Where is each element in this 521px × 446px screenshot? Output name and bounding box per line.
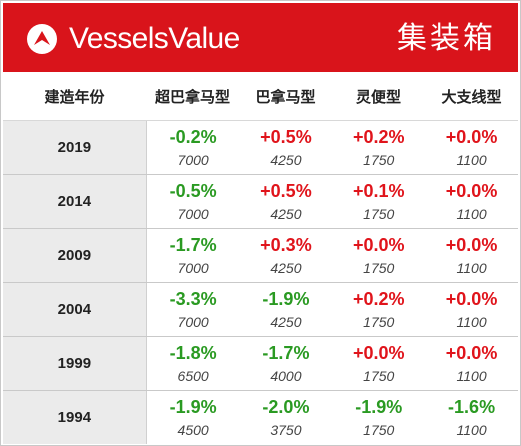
change-percent: -1.7% — [169, 235, 217, 255]
value-amount: 4250 — [270, 206, 302, 222]
value-cell: -1.9% 1750 — [332, 391, 425, 444]
change-percent: +0.3% — [260, 235, 312, 255]
row-build-year: 2014 — [3, 175, 147, 228]
row-build-year: 2019 — [3, 121, 147, 174]
value-amount: 4000 — [270, 368, 302, 384]
change-percent: +0.1% — [352, 181, 405, 201]
change-percent: -1.7% — [262, 343, 310, 363]
header-banner: VesselsValue 集装箱 — [3, 3, 518, 72]
value-amount: 7000 — [177, 314, 209, 330]
value-cell: -1.9% 4250 — [240, 283, 333, 336]
value-cell: +0.2% 1750 — [332, 283, 425, 336]
change-percent: +0.0% — [445, 127, 498, 147]
change-percent: +0.0% — [352, 343, 405, 363]
value-cell: +0.2% 1750 — [332, 121, 425, 174]
change-percent: +0.0% — [445, 343, 498, 363]
value-cell: +0.5% 4250 — [240, 175, 333, 228]
change-percent: -1.9% — [262, 289, 310, 309]
column-header-post-panamax: 超巴拿马型 — [154, 87, 230, 106]
row-build-year: 1999 — [3, 337, 147, 390]
value-amount: 6500 — [177, 368, 209, 384]
value-cell: -3.3% 7000 — [147, 283, 240, 336]
column-header-build-year: 建造年份 — [44, 87, 105, 106]
valuation-table: 建造年份 超巴拿马型 巴拿马型 灵便型 大支线型 2019 -0.2% 7000 +0… — [3, 72, 518, 444]
value-amount: 1100 — [456, 368, 487, 384]
value-cell: +0.1% 1750 — [332, 175, 425, 228]
table-row: 2014 -0.5% 7000 +0.5% 4250 +0.1% 1750 +0.0% 1100 — [3, 175, 518, 229]
row-build-year: 1994 — [3, 391, 147, 444]
value-cell: -1.7% 4000 — [240, 337, 333, 390]
row-build-year: 2009 — [3, 229, 147, 282]
change-percent: -1.6% — [448, 397, 496, 417]
change-percent: -0.2% — [169, 127, 217, 147]
value-amount: 4500 — [177, 422, 209, 438]
value-amount: 4250 — [270, 314, 302, 330]
value-amount: 1750 — [363, 368, 395, 384]
table-row: 2004 -3.3% 7000 -1.9% 4250 +0.2% 1750 +0.0% 1100 — [3, 283, 518, 337]
table-body: 2019 -0.2% 7000 +0.5% 4250 +0.2% 1750 +0.0% 1100… — [3, 121, 518, 444]
value-cell: -0.5% 7000 — [147, 175, 240, 228]
value-cell: +0.0% 1100 — [425, 121, 518, 174]
change-percent: +0.2% — [352, 127, 405, 147]
column-header-handy: 灵便型 — [355, 87, 401, 106]
change-percent: -0.5% — [169, 181, 217, 201]
change-percent: +0.0% — [445, 289, 498, 309]
vesselsvalue-logo-icon — [27, 24, 57, 54]
column-header-panamax: 巴拿马型 — [255, 87, 316, 106]
change-percent: -3.3% — [169, 289, 217, 309]
change-percent: -1.9% — [355, 397, 403, 417]
table-row: 2019 -0.2% 7000 +0.5% 4250 +0.2% 1750 +0.0% 1100 — [3, 121, 518, 175]
column-header-feedermax: 大支线型 — [441, 87, 502, 106]
value-amount: 7000 — [177, 152, 209, 168]
value-amount: 1100 — [456, 314, 487, 330]
value-cell: +0.0% 1100 — [425, 229, 518, 282]
value-cell: -1.9% 4500 — [147, 391, 240, 444]
value-cell: -1.8% 6500 — [147, 337, 240, 390]
value-amount: 3750 — [270, 422, 302, 438]
value-amount: 1750 — [363, 314, 395, 330]
change-percent: +0.0% — [352, 235, 405, 255]
value-amount: 1100 — [456, 260, 487, 276]
change-percent: -1.9% — [169, 397, 217, 417]
value-amount: 7000 — [177, 206, 209, 222]
change-percent: -1.8% — [169, 343, 217, 363]
table-header: 建造年份 超巴拿马型 巴拿马型 灵便型 大支线型 — [3, 72, 518, 121]
brand-name: VesselsValue — [69, 22, 240, 55]
value-cell: +0.0% 1100 — [425, 283, 518, 336]
value-amount: 1100 — [456, 422, 487, 438]
table-row: 1999 -1.8% 6500 -1.7% 4000 +0.0% 1750 +0.0% 1100 — [3, 337, 518, 391]
row-build-year: 2004 — [3, 283, 147, 336]
value-cell: +0.3% 4250 — [240, 229, 333, 282]
table-row: 1994 -1.9% 4500 -2.0% 3750 -1.9% 1750 -1.6% 1100 — [3, 391, 518, 444]
value-cell: +0.0% 1100 — [425, 337, 518, 390]
value-cell: -1.7% 7000 — [147, 229, 240, 282]
value-cell: +0.5% 4250 — [240, 121, 333, 174]
segment-title: 集装箱 — [397, 21, 496, 56]
value-amount: 4250 — [270, 152, 302, 168]
change-percent: +0.2% — [352, 289, 405, 309]
value-cell: -0.2% 7000 — [147, 121, 240, 174]
change-percent: +0.0% — [445, 181, 498, 201]
value-cell: +0.0% 1750 — [332, 229, 425, 282]
value-amount: 1750 — [363, 206, 395, 222]
change-percent: +0.5% — [260, 127, 312, 147]
value-amount: 1100 — [456, 152, 487, 168]
value-amount: 1750 — [363, 152, 395, 168]
value-cell: -1.6% 1100 — [425, 391, 518, 444]
change-percent: -2.0% — [262, 397, 310, 417]
table-row: 2009 -1.7% 7000 +0.3% 4250 +0.0% 1750 +0.0% 1100 — [3, 229, 518, 283]
value-amount: 1100 — [456, 206, 487, 222]
value-cell: +0.0% 1750 — [332, 337, 425, 390]
change-percent: +0.0% — [445, 235, 498, 255]
value-amount: 1750 — [363, 422, 395, 438]
value-amount: 7000 — [177, 260, 209, 276]
value-cell: -2.0% 3750 — [240, 391, 333, 444]
value-amount: 4250 — [270, 260, 302, 276]
change-percent: +0.5% — [260, 181, 312, 201]
value-amount: 1750 — [363, 260, 395, 276]
value-cell: +0.0% 1100 — [425, 175, 518, 228]
